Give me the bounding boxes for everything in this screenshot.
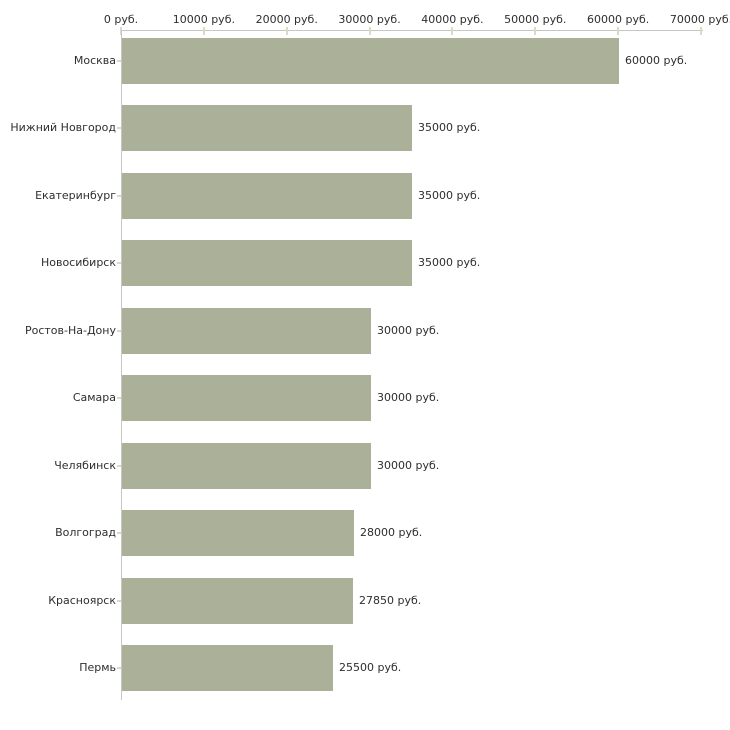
value-label: 30000 руб. — [377, 391, 440, 404]
bar — [122, 645, 333, 691]
bar — [122, 375, 371, 421]
category-label: Челябинск — [54, 459, 116, 472]
category-label: Самара — [72, 391, 116, 404]
value-label: 28000 руб. — [360, 526, 423, 539]
category-label: Ростов-На-Дону — [24, 324, 116, 337]
x-tick-mark — [617, 27, 620, 35]
x-tick-mark — [451, 27, 454, 35]
category-label: Москва — [73, 54, 116, 67]
x-tick-mark — [368, 27, 371, 35]
y-tick-mark — [117, 600, 121, 602]
value-label: 60000 руб. — [625, 54, 688, 67]
bar — [122, 38, 619, 84]
bar — [122, 240, 412, 286]
category-label: Нижний Новгород — [10, 121, 116, 134]
bar — [122, 443, 371, 489]
x-tick-label: 10000 руб. — [172, 13, 235, 26]
y-tick-mark — [117, 465, 121, 467]
x-tick-mark — [700, 27, 702, 35]
y-tick-mark — [117, 532, 121, 534]
y-tick-mark — [117, 60, 121, 62]
bar — [122, 308, 371, 354]
value-label: 25500 руб. — [339, 661, 402, 674]
y-tick-mark — [117, 330, 121, 332]
y-axis-line — [121, 30, 122, 700]
bar — [122, 578, 353, 624]
y-tick-mark — [117, 127, 121, 129]
y-tick-mark — [117, 397, 121, 399]
value-label: 35000 руб. — [418, 189, 481, 202]
y-tick-mark — [117, 667, 121, 669]
category-label: Пермь — [79, 661, 116, 674]
x-tick-label: 60000 руб. — [587, 13, 650, 26]
x-axis-line — [121, 30, 703, 31]
y-tick-mark — [117, 195, 121, 197]
bar — [122, 173, 412, 219]
y-tick-mark — [117, 262, 121, 264]
bar — [122, 105, 412, 151]
x-tick-label: 30000 руб. — [338, 13, 401, 26]
x-tick-label: 0 руб. — [103, 13, 139, 26]
x-tick-label: 50000 руб. — [504, 13, 567, 26]
value-label: 30000 руб. — [377, 459, 440, 472]
x-tick-label: 70000 руб. — [669, 13, 730, 26]
x-tick-mark — [534, 27, 537, 35]
value-label: 27850 руб. — [359, 594, 422, 607]
category-label: Екатеринбург — [35, 189, 116, 202]
bar — [122, 510, 354, 556]
value-label: 30000 руб. — [377, 324, 440, 337]
x-tick-mark — [202, 27, 205, 35]
x-tick-label: 20000 руб. — [255, 13, 318, 26]
value-label: 35000 руб. — [418, 256, 481, 269]
x-tick-mark — [285, 27, 288, 35]
value-label: 35000 руб. — [418, 121, 481, 134]
x-tick-label: 40000 руб. — [421, 13, 484, 26]
category-label: Новосибирск — [40, 256, 116, 269]
category-label: Красноярск — [48, 594, 116, 607]
category-label: Волгоград — [55, 526, 116, 539]
